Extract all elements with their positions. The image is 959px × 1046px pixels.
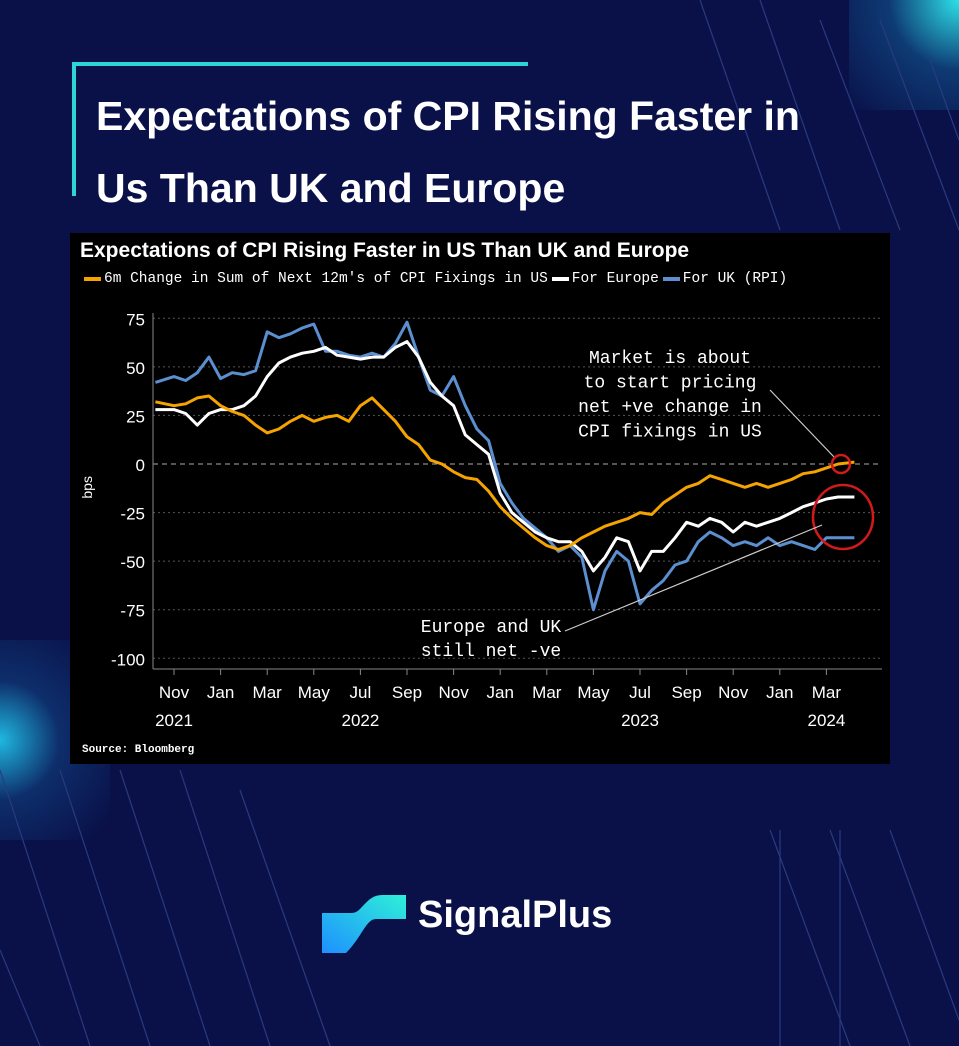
y-tick-label: -25	[120, 505, 145, 524]
highlight-ellipse-europe-uk	[811, 483, 875, 551]
y-axis-label: bps	[79, 476, 95, 499]
headline-line-1: Expectations of CPI Rising Faster in	[96, 93, 800, 139]
accent-bar-left	[72, 62, 76, 196]
x-tick-label: May	[298, 683, 331, 702]
x-tick-label: Sep	[392, 683, 422, 702]
chart-source: Source: Bloomberg	[82, 744, 195, 756]
highlight-circle-us	[830, 453, 852, 475]
legend-swatch-us	[84, 277, 101, 281]
legend-label-us: 6m Change in Sum of Next 12m's of CPI Fi…	[104, 271, 548, 287]
x-tick-label: Sep	[671, 683, 701, 702]
signalplus-logo-icon	[322, 895, 406, 953]
y-tick-label: 75	[126, 310, 145, 329]
x-tick-label: Nov	[438, 683, 469, 702]
chart-legend: 6m Change in Sum of Next 12m's of CPI Fi…	[80, 271, 787, 287]
y-tick-label: 50	[126, 359, 145, 378]
x-tick-label: Nov	[159, 683, 190, 702]
accent-bar-top	[72, 62, 528, 66]
corner-glow	[849, 0, 959, 110]
chart-panel: Expectations of CPI Rising Faster in US …	[70, 233, 890, 764]
x-tick-year-label: 2023	[621, 711, 659, 730]
x-tick-label: May	[577, 683, 610, 702]
legend-swatch-europe	[551, 277, 569, 281]
x-tick-label: Jan	[486, 683, 513, 702]
annotation-us-text: CPI fixings in US	[578, 423, 762, 443]
annotation-us-text: to start pricing	[584, 374, 757, 394]
y-tick-label: -50	[120, 553, 145, 572]
y-tick-label: 0	[136, 456, 145, 475]
y-tick-label: -100	[111, 650, 145, 669]
x-tick-label: Jan	[207, 683, 234, 702]
series-line-us	[155, 394, 855, 551]
annotation-us-text: Market is about	[589, 349, 751, 369]
legend-label-europe: For Europe	[571, 271, 659, 287]
annotation-us-text: net +ve change in	[578, 398, 762, 418]
x-tick-label: Mar	[812, 683, 842, 702]
annotation-europe-uk-text: Europe and UK	[421, 618, 562, 638]
x-tick-label: Nov	[718, 683, 749, 702]
x-tick-year-label: 2024	[807, 711, 845, 730]
headline-line-2: Us Than UK and Europe	[96, 165, 566, 211]
annotation-us-pointer	[769, 389, 836, 459]
chart-title: Expectations of CPI Rising Faster in US …	[80, 239, 690, 262]
legend-label-uk: For UK (RPI)	[682, 271, 788, 287]
annotation-europe-uk-pointer	[564, 524, 823, 632]
brand-name: SignalPlus	[418, 894, 613, 936]
x-tick-label: Jan	[766, 683, 793, 702]
legend-swatch-uk	[662, 277, 680, 281]
y-tick-label: -75	[120, 602, 145, 621]
headline: Expectations of CPI Rising Faster in Us …	[96, 80, 896, 224]
x-tick-label: Jul	[629, 683, 651, 702]
plot-area: 75 50 25 0 -25 -50 -75 -100 bps Nov 2021 Jan Mar May J…	[79, 310, 882, 730]
x-tick-label: Mar	[253, 683, 283, 702]
x-tick-year-label: 2021	[155, 711, 193, 730]
x-tick-label: Jul	[350, 683, 372, 702]
series-line-europe	[155, 340, 855, 573]
y-tick-label: 25	[126, 407, 145, 426]
series-line-uk	[154, 320, 855, 612]
annotation-europe-uk-text: still net -ve	[421, 642, 561, 662]
x-tick-label: Mar	[532, 683, 562, 702]
x-tick-year-label: 2022	[341, 711, 379, 730]
